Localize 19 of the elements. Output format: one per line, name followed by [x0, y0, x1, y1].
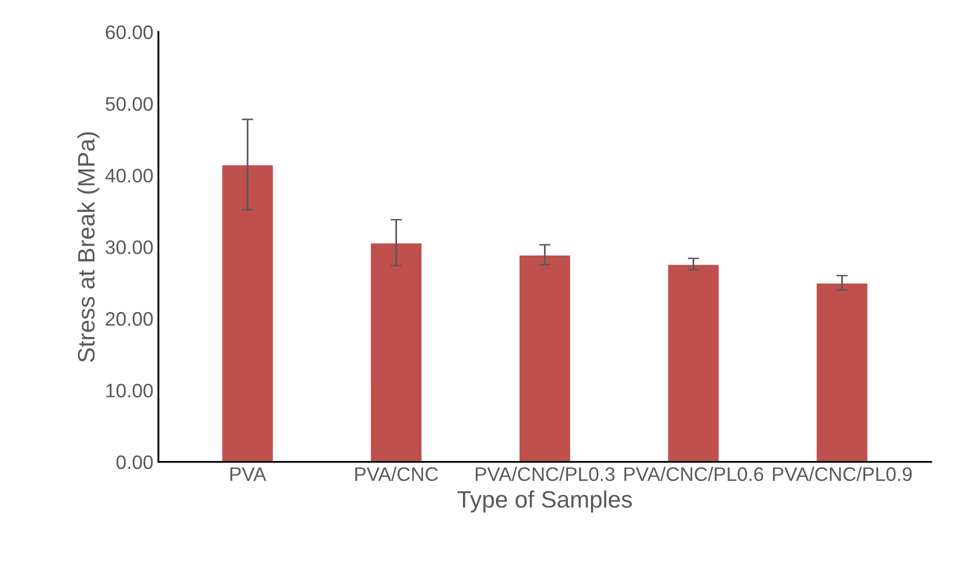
bar [815, 282, 869, 462]
y-tick-label: 20.00 [106, 312, 153, 326]
y-tick-label: 60.00 [106, 25, 153, 40]
y-tick-label: 40.00 [105, 168, 153, 183]
x-axis-title: Type of Samples [457, 490, 632, 512]
x-tick-label: PVA [230, 467, 266, 481]
x-tick-label: PVA/CNC/PL0.9 [773, 466, 912, 482]
x-tick-label: PVA/CNC/PL0.6 [624, 466, 764, 482]
y-tick-label: 30.00 [106, 240, 153, 254]
x-tick-label: PVA/CNC [355, 466, 438, 482]
y-tick-label: 10.00 [106, 384, 153, 398]
y-tick-label: 50.00 [106, 97, 153, 111]
bar [666, 263, 720, 462]
y-tick-label: 0.00 [116, 455, 153, 470]
y-axis-title: Stress at Break (MPa) [77, 132, 100, 362]
x-tick-label: PVA/CNC/PL0.3 [476, 466, 615, 482]
bar [518, 254, 572, 462]
bar [220, 164, 274, 462]
bar [369, 242, 423, 462]
